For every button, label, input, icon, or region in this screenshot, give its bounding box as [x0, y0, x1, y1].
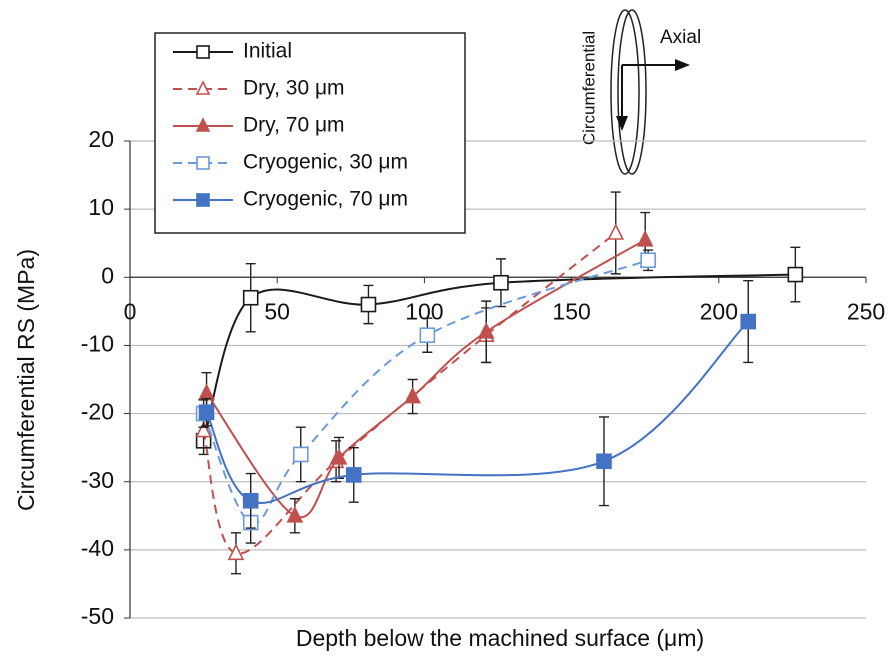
x-tick-label: 250: [847, 298, 885, 324]
x-tick-label: 50: [264, 298, 290, 324]
data-point: [330, 448, 348, 465]
legend-marker: [196, 193, 210, 207]
series: [198, 211, 654, 534]
data-point: [345, 467, 362, 483]
data-point: [242, 492, 259, 509]
icon-arrowhead: [675, 59, 690, 71]
icon-disc: [610, 9, 640, 175]
y-tick-label: -20: [81, 399, 114, 425]
x-tick-label: 150: [552, 298, 590, 324]
legend-marker: [195, 80, 211, 95]
series: [195, 246, 804, 456]
series: [195, 191, 625, 575]
legend-label: Dry, 70 μm: [243, 114, 345, 137]
data-point: [198, 404, 215, 421]
series-line: [205, 320, 749, 504]
data-point: [740, 313, 757, 330]
axis-icon: Axial Circumferential: [579, 9, 701, 175]
annotation: Circumferential: [579, 31, 598, 145]
data-point: [419, 327, 436, 344]
x-tick-label: 200: [700, 298, 738, 324]
data-point: [227, 543, 245, 561]
x-tick-label: 0: [124, 298, 137, 324]
data-point: [242, 289, 259, 306]
series-line: [202, 273, 796, 442]
data-point: [198, 383, 215, 400]
data-point: [596, 453, 612, 470]
series: [198, 279, 757, 529]
data-point: [636, 230, 654, 247]
data-point: [477, 322, 495, 339]
legend-label: Cryogenic, 70 μm: [243, 188, 408, 211]
x-tick-label: 100: [405, 298, 443, 324]
legend: Initial Dry, 30 μm Dry, 70 μm Cryogenic, 30…: [154, 32, 466, 234]
y-tick-label: 10: [88, 194, 114, 220]
data-point: [607, 223, 625, 240]
legend-label: Cryogenic, 30 μm: [243, 151, 408, 174]
data-point: [493, 274, 509, 291]
legend-label: Dry, 30 μm: [243, 77, 345, 100]
y-tick-label: -30: [81, 467, 114, 493]
legend-marker: [196, 45, 210, 59]
data-point: [360, 296, 377, 313]
series-line: [205, 238, 646, 519]
y-tick-label: -10: [81, 331, 114, 357]
data-point: [787, 266, 804, 283]
y-tick-label: 0: [101, 262, 114, 288]
icon-disc: [617, 9, 647, 175]
legend-marker: [195, 117, 211, 132]
icon-arrowhead: [616, 116, 628, 131]
y-tick-label: -40: [81, 535, 114, 561]
x-axis-label: Depth below the machined surface (μm): [296, 625, 704, 651]
data-point: [404, 386, 421, 404]
y-tick-label: -50: [81, 603, 114, 629]
y-tick-label: 20: [88, 126, 114, 152]
legend-marker: [196, 156, 210, 170]
data-point: [195, 420, 212, 438]
data-point: [640, 252, 656, 269]
data-point: [292, 446, 309, 463]
series-line: [202, 259, 649, 525]
data-point: [286, 505, 304, 523]
y-axis-label: Circumferential RS (MPa): [13, 249, 39, 511]
legend-label: Initial: [243, 40, 292, 63]
annotation: Axial: [660, 27, 701, 48]
